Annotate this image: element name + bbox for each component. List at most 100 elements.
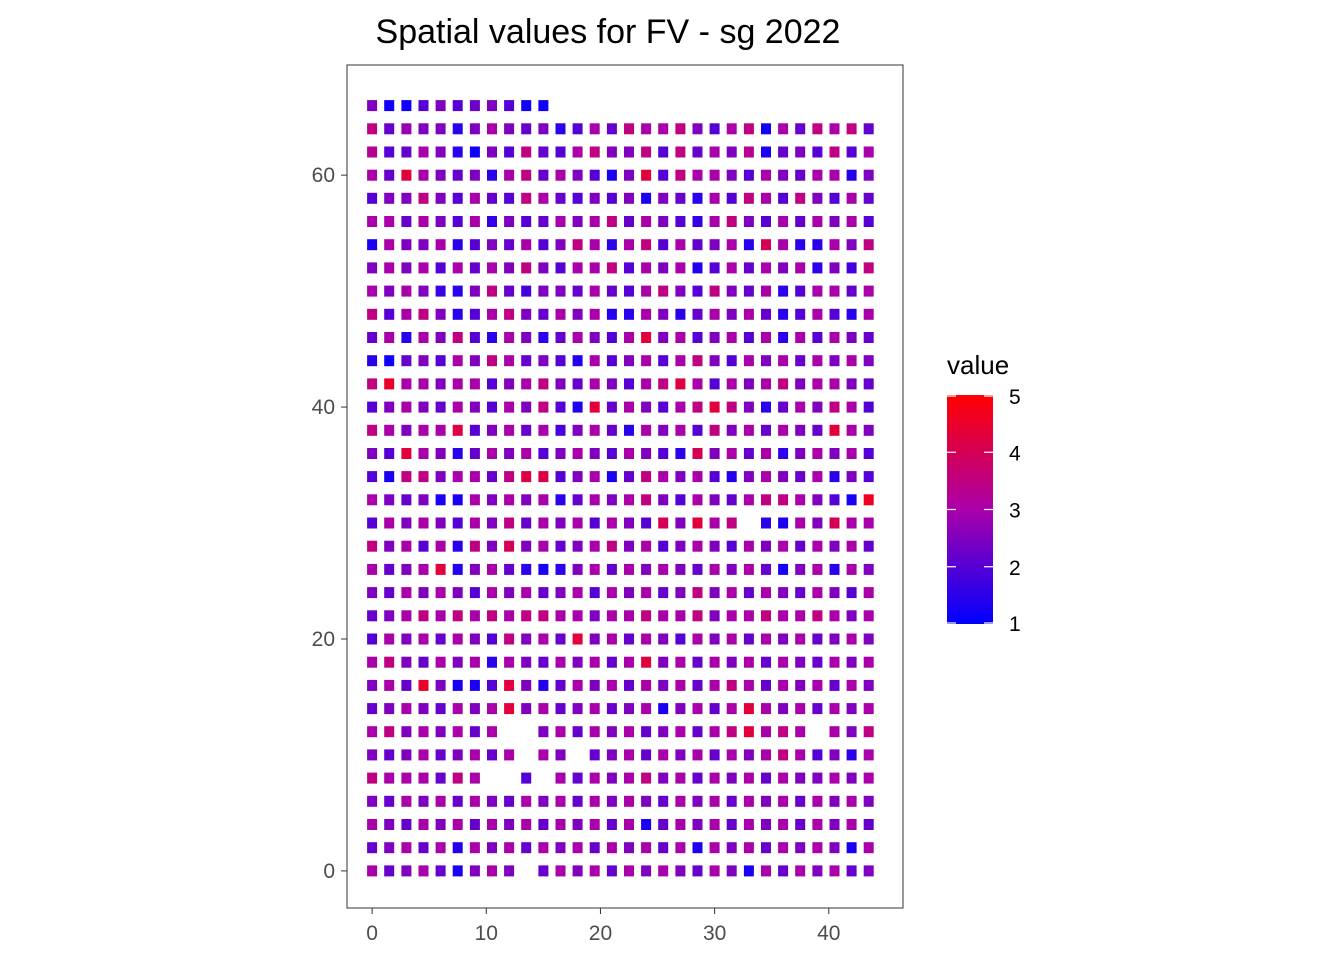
tile xyxy=(863,795,874,807)
tile xyxy=(418,169,429,181)
tile xyxy=(761,517,771,529)
tile xyxy=(743,239,754,251)
tile xyxy=(469,378,480,390)
tile xyxy=(555,819,566,830)
tile xyxy=(709,332,720,343)
tile xyxy=(761,795,771,807)
tile xyxy=(778,656,789,668)
tile xyxy=(606,146,617,158)
tile xyxy=(624,795,634,807)
tile xyxy=(401,656,412,668)
tile xyxy=(692,540,703,552)
tile xyxy=(418,285,429,297)
tile xyxy=(384,216,395,227)
tile xyxy=(846,239,857,251)
tile xyxy=(726,401,737,413)
tile xyxy=(487,378,497,390)
tile xyxy=(778,239,789,251)
tile xyxy=(726,633,737,645)
tile xyxy=(709,633,720,645)
tile xyxy=(743,216,754,227)
tile xyxy=(589,517,600,529)
tile xyxy=(589,865,600,877)
tile xyxy=(795,726,806,738)
tile xyxy=(675,308,686,320)
tile xyxy=(555,123,566,135)
tile xyxy=(384,123,395,135)
tile xyxy=(572,679,583,691)
tile xyxy=(367,285,378,297)
tile xyxy=(829,656,840,668)
tile xyxy=(778,633,789,645)
tile xyxy=(469,772,480,784)
tile xyxy=(675,262,686,274)
tile xyxy=(401,192,412,204)
tile xyxy=(761,424,771,436)
tile xyxy=(452,610,463,622)
tile xyxy=(624,448,634,459)
tile xyxy=(624,285,634,297)
tile xyxy=(812,448,823,459)
tile xyxy=(812,123,823,135)
tile xyxy=(846,448,857,459)
tile xyxy=(452,332,463,343)
tile xyxy=(589,749,600,761)
tile xyxy=(384,865,395,877)
tile xyxy=(469,471,480,483)
tile xyxy=(743,401,754,413)
tile xyxy=(829,146,840,158)
tile xyxy=(709,679,720,691)
tile xyxy=(829,448,840,459)
tile xyxy=(504,424,515,436)
tile xyxy=(692,123,703,135)
tile xyxy=(795,772,806,784)
tile xyxy=(675,355,686,367)
tile xyxy=(658,169,669,181)
tile xyxy=(469,123,480,135)
tile xyxy=(435,749,446,761)
tile xyxy=(418,842,429,854)
tile xyxy=(624,679,634,691)
tile xyxy=(709,378,720,390)
tile xyxy=(675,216,686,227)
tile xyxy=(418,610,429,622)
tile xyxy=(761,146,771,158)
tile xyxy=(606,169,617,181)
tile xyxy=(589,842,600,854)
tile xyxy=(487,819,497,830)
tile xyxy=(521,819,532,830)
tile xyxy=(692,355,703,367)
tile xyxy=(846,703,857,715)
tile xyxy=(778,424,789,436)
tile xyxy=(452,448,463,459)
tile xyxy=(743,494,754,506)
tile xyxy=(504,285,515,297)
tile xyxy=(795,540,806,552)
tile xyxy=(641,308,652,320)
tile xyxy=(726,262,737,274)
tile xyxy=(658,865,669,877)
tile xyxy=(863,192,874,204)
tile xyxy=(846,169,857,181)
tile xyxy=(384,494,395,506)
tile xyxy=(778,448,789,459)
tile xyxy=(452,679,463,691)
tile xyxy=(863,679,874,691)
tile xyxy=(778,308,789,320)
tile xyxy=(761,308,771,320)
tile xyxy=(487,123,497,135)
tile xyxy=(829,563,840,575)
tile xyxy=(538,169,549,181)
tile xyxy=(504,819,515,830)
tile xyxy=(367,679,378,691)
tile xyxy=(606,494,617,506)
tile xyxy=(367,332,378,343)
tile xyxy=(863,517,874,529)
tile xyxy=(504,656,515,668)
tile xyxy=(401,169,412,181)
tile xyxy=(692,494,703,506)
y-tick-label: 60 xyxy=(312,164,335,187)
tile xyxy=(367,842,378,854)
tile xyxy=(487,749,497,761)
tile xyxy=(795,285,806,297)
